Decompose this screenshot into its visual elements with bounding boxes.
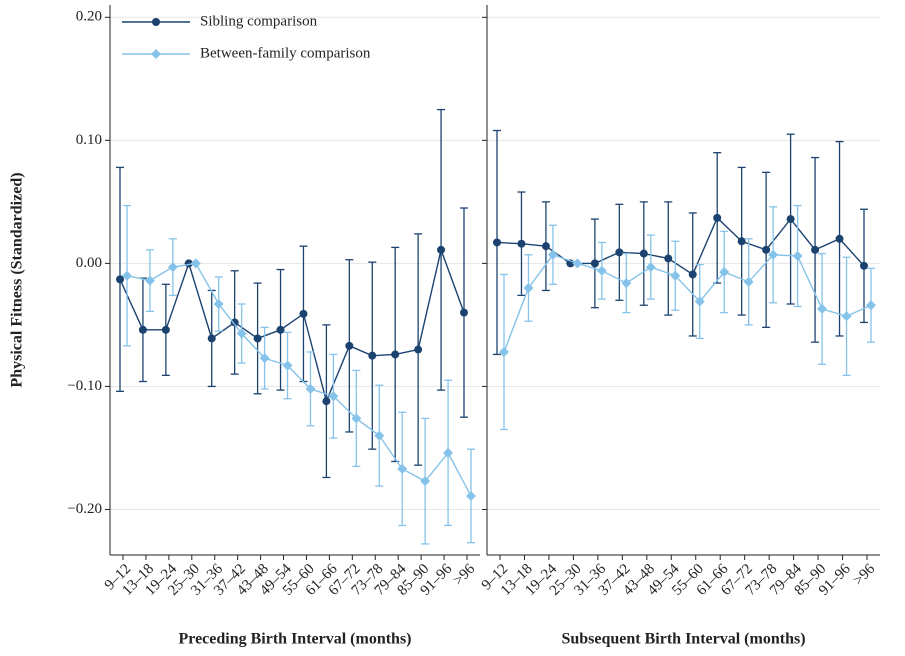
point <box>466 490 476 501</box>
point <box>572 258 583 269</box>
point <box>719 267 730 278</box>
point <box>420 476 431 487</box>
point <box>253 334 262 343</box>
series-line <box>503 253 872 353</box>
point <box>207 334 216 343</box>
point <box>737 237 746 246</box>
point <box>144 275 155 286</box>
point <box>374 430 385 441</box>
point <box>190 258 201 269</box>
x-axis-title: Subsequent Birth Interval (months) <box>561 631 805 648</box>
series <box>116 108 468 479</box>
y-tick-label: 0.10 <box>76 132 102 148</box>
series-line <box>126 262 472 497</box>
point <box>437 245 446 254</box>
point <box>322 397 331 406</box>
point <box>161 325 170 334</box>
point <box>596 265 607 276</box>
point <box>282 360 293 371</box>
y-axis-title: Physical Fitness (Standardized) <box>9 172 26 387</box>
point <box>122 270 132 281</box>
series <box>122 204 476 545</box>
point <box>517 239 526 248</box>
x-axis-title: Preceding Birth Interval (months) <box>178 631 411 648</box>
y-tick-label: −0.20 <box>67 501 102 517</box>
point <box>493 238 501 247</box>
point <box>345 341 354 350</box>
series-line <box>496 216 865 276</box>
y-tick-label: 0.20 <box>76 9 102 25</box>
point <box>768 249 779 260</box>
point <box>841 311 852 322</box>
point <box>762 245 771 254</box>
point <box>368 351 377 360</box>
point <box>443 447 454 458</box>
point <box>499 346 509 357</box>
point <box>835 234 844 243</box>
point <box>541 242 550 251</box>
point <box>414 345 423 354</box>
point <box>167 262 178 273</box>
x-tick-label: >96 <box>450 561 478 589</box>
point <box>397 463 408 474</box>
y-tick-label: −0.10 <box>67 378 102 394</box>
point <box>713 213 722 222</box>
point <box>547 249 558 260</box>
point <box>786 215 795 224</box>
point <box>743 276 754 287</box>
y-tick-label: 0.00 <box>76 255 102 271</box>
point <box>391 350 400 359</box>
legend-label: Sibling comparison <box>200 13 318 29</box>
point <box>694 296 705 307</box>
point <box>811 245 820 254</box>
point <box>116 275 124 284</box>
point <box>621 278 632 289</box>
point <box>670 270 681 281</box>
point <box>305 383 316 394</box>
point <box>639 249 648 258</box>
point <box>590 259 599 268</box>
point <box>792 251 803 262</box>
point <box>259 353 270 364</box>
legend-label: Between-family comparison <box>200 45 371 61</box>
point <box>688 270 697 279</box>
point <box>817 303 828 314</box>
point <box>213 298 224 309</box>
legend-marker <box>152 18 160 26</box>
point <box>138 325 147 334</box>
series <box>493 129 868 356</box>
series <box>499 204 876 431</box>
point <box>523 282 534 293</box>
series-line <box>119 247 465 404</box>
legend-marker <box>151 49 161 59</box>
point <box>351 413 362 424</box>
point <box>615 248 624 257</box>
point <box>328 391 339 402</box>
point <box>460 308 468 317</box>
point <box>276 325 285 334</box>
point <box>230 318 239 327</box>
point <box>236 328 247 339</box>
point <box>860 261 868 270</box>
point <box>664 254 673 263</box>
point <box>299 309 308 318</box>
point <box>866 300 876 311</box>
point <box>645 262 656 273</box>
x-tick-label: >96 <box>850 561 878 589</box>
